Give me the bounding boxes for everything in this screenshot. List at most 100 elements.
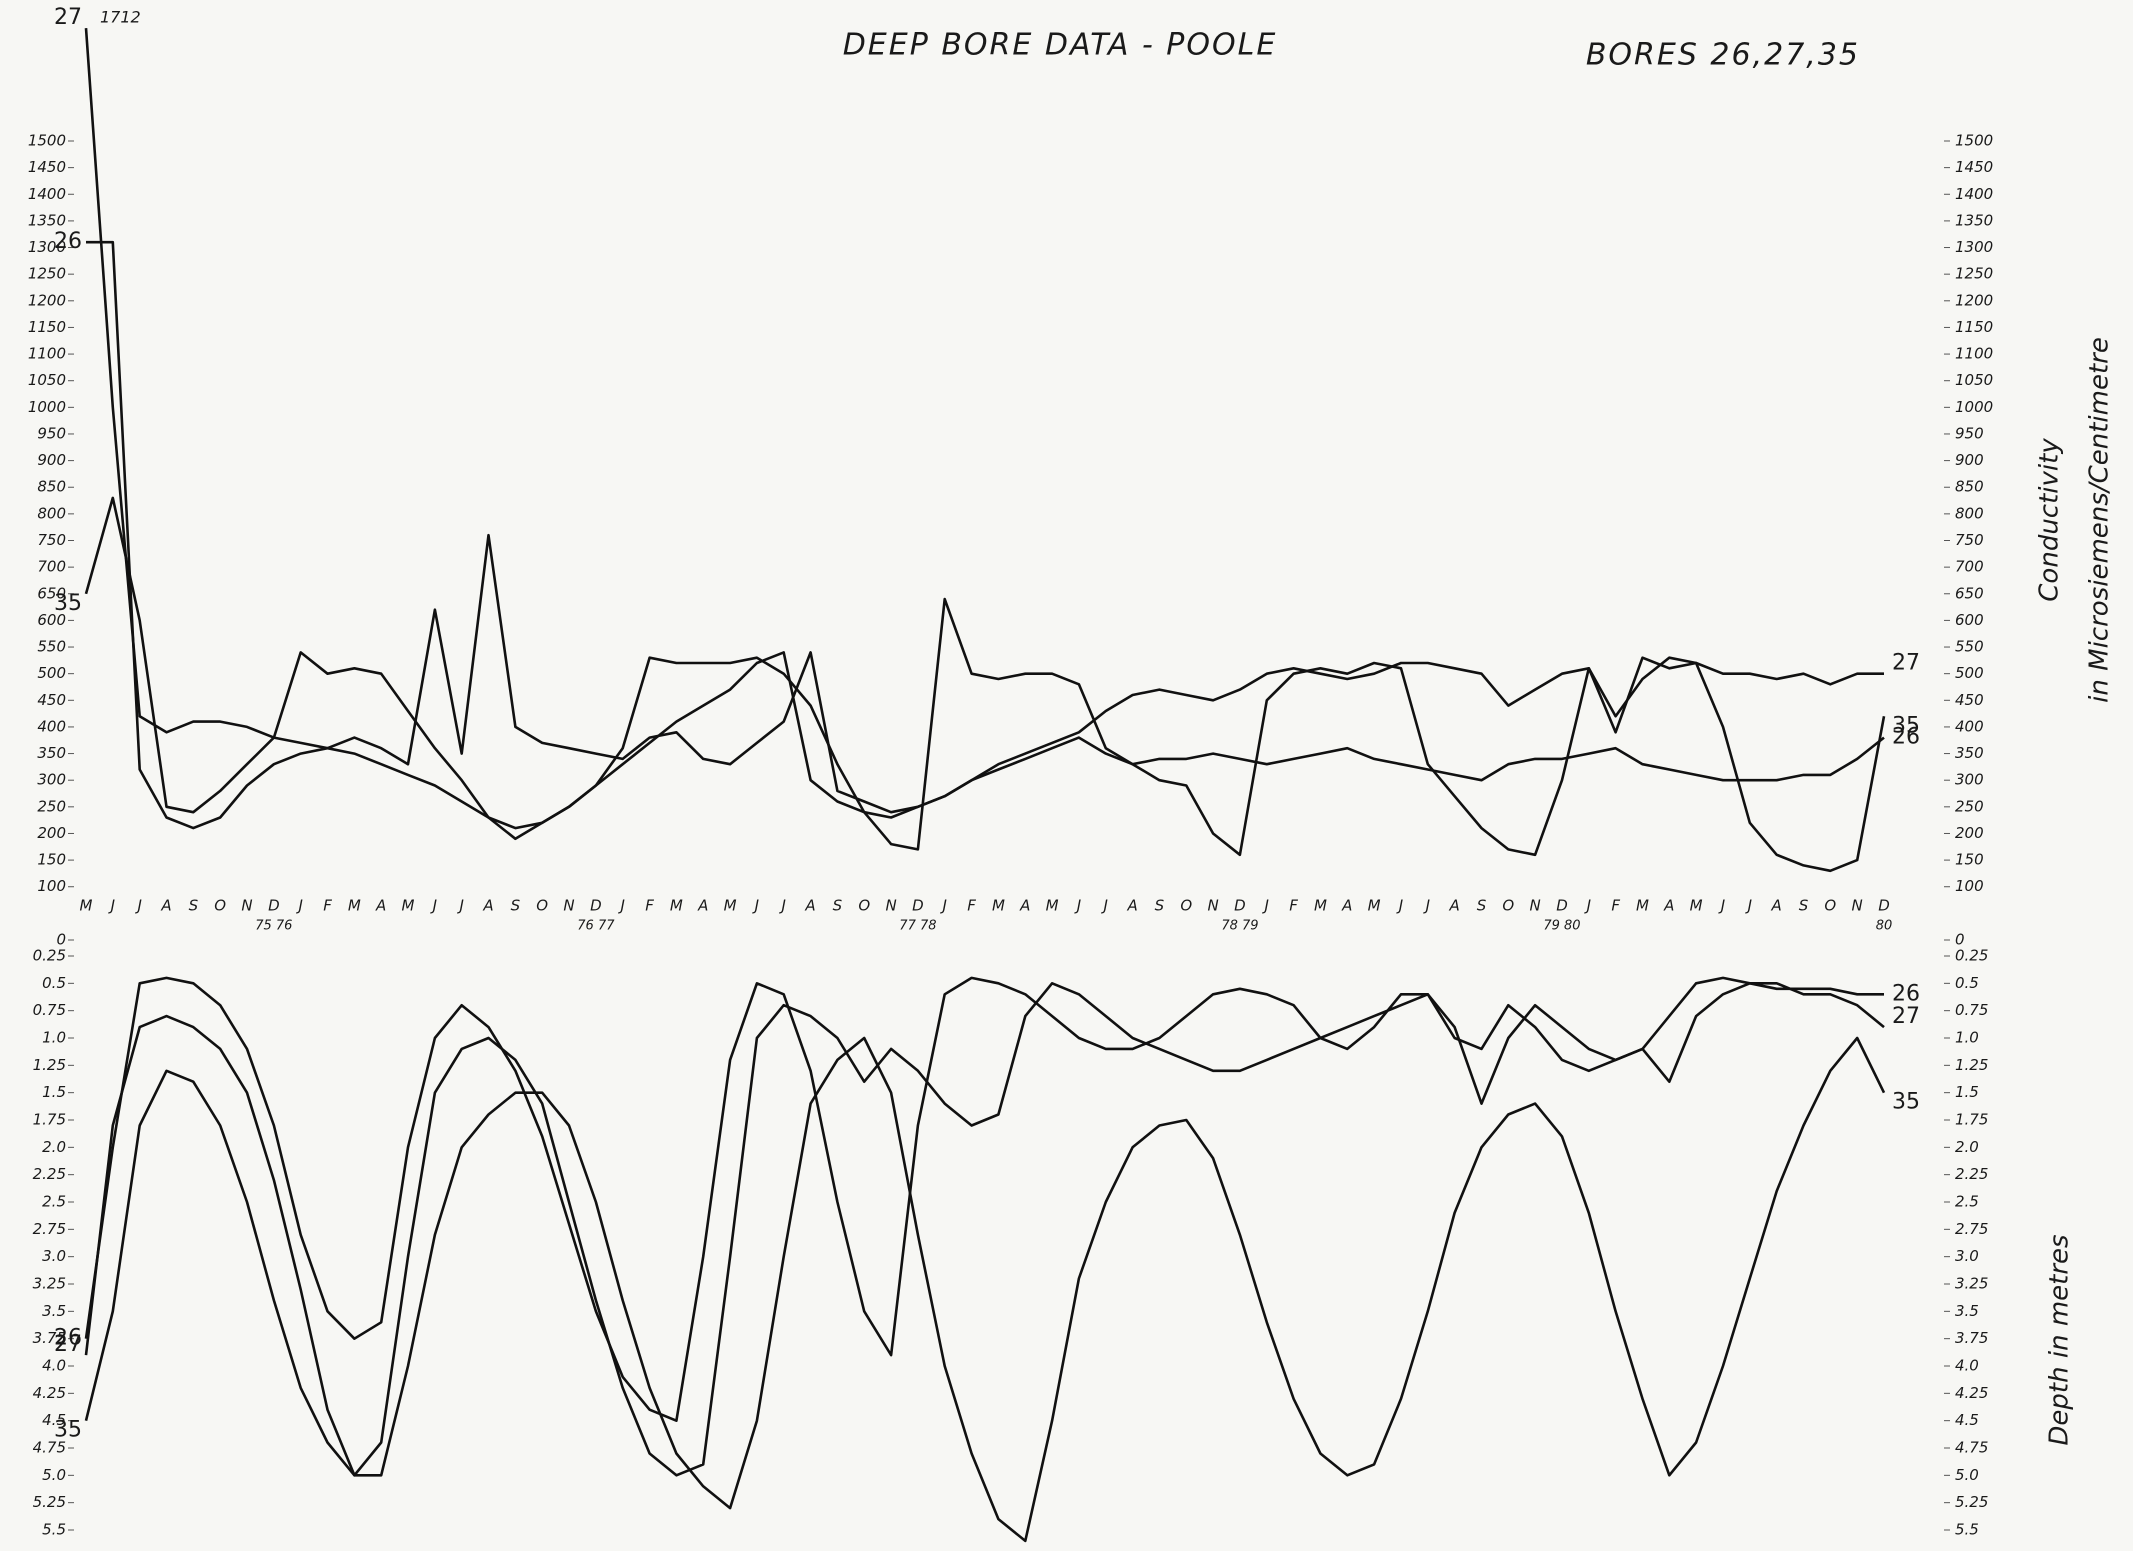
x-tick-label: A — [1448, 897, 1459, 915]
x-tick-label: D — [590, 897, 602, 915]
series-label: 35 — [1892, 713, 1920, 738]
y-tick-label: 4.0 — [1955, 1357, 1979, 1375]
x-tick-label: A — [1663, 897, 1674, 915]
y-tick-label: 2.0 — [1955, 1138, 1979, 1156]
x-tick-label: N — [241, 897, 252, 915]
y-tick-label: 2.5 — [42, 1193, 66, 1211]
year-label: 76 77 — [577, 919, 615, 934]
y-tick-label: 1.0 — [42, 1029, 66, 1047]
y-tick-label: 5.0 — [42, 1466, 66, 1484]
y-tick-label: 1450 — [1955, 158, 1993, 176]
y-tick-label: 3.5 — [1955, 1302, 1979, 1320]
y-tick-label: 0.25 — [1955, 947, 1988, 965]
y-tick-label: 950 — [37, 424, 66, 442]
y-axis-title: in Microsiemens/Centimetre — [2085, 337, 2115, 703]
y-tick-label: 950 — [1955, 424, 1984, 442]
x-tick-label: M — [1314, 897, 1327, 915]
x-tick-label: J — [752, 897, 759, 915]
x-tick-label: J — [617, 897, 624, 915]
x-tick-label: S — [1155, 897, 1165, 915]
x-tick-label: J — [1718, 897, 1725, 915]
series-label: 26 — [54, 229, 82, 254]
y-tick-label: 1500 — [28, 132, 66, 150]
series-label: 26 — [1892, 981, 1920, 1006]
y-tick-label: 2.75 — [33, 1220, 66, 1238]
x-tick-label: A — [1771, 897, 1782, 915]
y-tick-label: 250 — [37, 797, 66, 815]
y-tick-label: 1300 — [28, 238, 66, 256]
y-tick-label: 700 — [1955, 558, 1984, 576]
series-label: 35 — [54, 591, 82, 616]
x-tick-label: J — [456, 897, 463, 915]
y-tick-label: 1200 — [28, 291, 66, 309]
y-tick-label: 0 — [56, 931, 66, 949]
year-label: 78 79 — [1221, 919, 1258, 934]
y-tick-label: 550 — [1955, 638, 1984, 656]
x-tick-label: A — [160, 897, 171, 915]
y-tick-label: 5.0 — [1955, 1466, 1979, 1484]
y-tick-label: 1.5 — [42, 1083, 66, 1101]
y-tick-label: 450 — [1955, 691, 1984, 709]
series-line — [84, 976, 1884, 1422]
x-tick-label: J — [295, 897, 302, 915]
y-tick-label: 750 — [37, 531, 66, 549]
x-tick-label: J — [1584, 897, 1591, 915]
x-tick-label: S — [1799, 897, 1809, 915]
x-tick-label: M — [992, 897, 1005, 915]
x-tick-label: J — [430, 897, 437, 915]
y-tick-label: 500 — [1955, 664, 1984, 682]
x-tick-label: M — [670, 897, 683, 915]
x-tick-label: M — [402, 897, 415, 915]
y-tick-label: 0.5 — [42, 974, 66, 992]
x-tick-label: O — [214, 897, 226, 915]
y-tick-label: 3.0 — [42, 1247, 66, 1265]
x-tick-label: O — [858, 897, 870, 915]
y-tick-label: 750 — [1955, 531, 1984, 549]
x-tick-label: J — [940, 897, 947, 915]
x-tick-label: A — [1019, 897, 1030, 915]
x-tick-label: A — [1126, 897, 1137, 915]
y-tick-label: 5.25 — [1955, 1493, 1988, 1511]
y-tick-label: 500 — [37, 664, 66, 682]
y-tick-label: 350 — [37, 744, 66, 762]
y-tick-label: 400 — [37, 717, 66, 735]
x-tick-label: M — [1636, 897, 1649, 915]
y-tick-label: 4.75 — [33, 1439, 66, 1457]
x-tick-label: N — [885, 897, 896, 915]
x-tick-label: J — [134, 897, 141, 915]
x-tick-label: N — [1207, 897, 1218, 915]
y-tick-label: 1250 — [28, 265, 66, 283]
y-tick-label: 2.0 — [42, 1138, 66, 1156]
x-tick-label: M — [1690, 897, 1703, 915]
y-tick-label: 800 — [37, 504, 66, 522]
y-tick-label: 550 — [37, 638, 66, 656]
y-tick-label: 300 — [37, 771, 66, 789]
y-tick-label: 1200 — [1955, 291, 1993, 309]
y-tick-label: 2.75 — [1955, 1220, 1988, 1238]
y-tick-label: 3.25 — [1955, 1275, 1988, 1293]
y-tick-label: 900 — [37, 451, 66, 469]
x-tick-label: S — [189, 897, 199, 915]
y-tick-label: 1500 — [1955, 132, 1993, 150]
y-tick-label: 5.5 — [1955, 1521, 1979, 1539]
y-tick-label: 3.75 — [1955, 1329, 1988, 1347]
series-line — [84, 496, 1886, 873]
y-tick-label: 1450 — [28, 158, 66, 176]
x-tick-label: A — [697, 897, 708, 915]
y-tick-label: 1400 — [28, 185, 66, 203]
series-line — [86, 240, 1885, 830]
y-tick-label: 0 — [1955, 931, 1965, 949]
y-tick-label: 0.25 — [33, 947, 66, 965]
series-label: 27 — [1892, 651, 1920, 676]
y-tick-label: 2.5 — [1955, 1193, 1979, 1211]
y-axis-title: Conductivity — [2035, 438, 2065, 602]
x-tick-label: D — [1556, 897, 1568, 915]
x-tick-label: J — [779, 897, 786, 915]
y-tick-label: 1350 — [1955, 211, 1993, 229]
y-tick-label: 1050 — [28, 371, 66, 389]
y-tick-label: 1.75 — [33, 1111, 66, 1129]
x-tick-label: S — [1477, 897, 1487, 915]
y-tick-label: 0.75 — [33, 1001, 66, 1019]
y-tick-label: 1150 — [1955, 318, 1993, 336]
